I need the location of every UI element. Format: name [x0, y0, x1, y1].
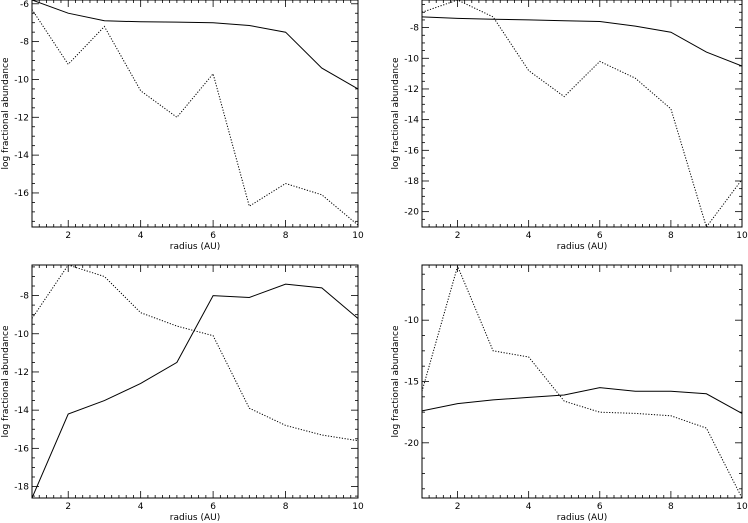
y-tick-label: -15 [404, 378, 419, 388]
y-tick-label: -20 [404, 208, 419, 218]
y-tick-label: -14 [14, 406, 29, 416]
x-tick-label: 2 [65, 231, 71, 241]
y-tick-label: -12 [404, 85, 419, 95]
y-axis-label: log fractional abundance [391, 57, 401, 170]
x-tick-label: 2 [455, 502, 461, 512]
plot-frame [31, 264, 359, 499]
x-tick-label: 6 [597, 231, 603, 241]
x-tick-label: 8 [283, 502, 289, 512]
y-tick-label: -16 [404, 146, 419, 156]
x-tick-label: 2 [65, 502, 71, 512]
x-tick-label: 10 [736, 231, 748, 241]
y-axis-label: log fractional abundance [391, 325, 401, 438]
panel-bottom-right: 2 4 6 8 10 -20 -15 -10 radius (AU) log fractional… [391, 264, 748, 523]
plot-frame [421, 0, 743, 228]
series-line-solid [32, 283, 358, 498]
panel-bottom-left: 2 4 6 8 10 -18 -16 -14 -12 -10 -8 radius (AU) log fr… [1, 264, 364, 523]
series-line-dotted [422, 0, 742, 227]
x-axis-label: radius (AU) [557, 242, 607, 252]
x-axis-label: radius (AU) [557, 513, 607, 523]
x-tick-label: 6 [210, 502, 216, 512]
series-line-dotted [32, 265, 358, 442]
panel-top-right: 2 4 6 8 10 -20 -18 -16 -14 -12 -10 -8 radius (AU) log… [391, 0, 748, 252]
series-line-solid [32, 0, 358, 90]
y-tick-label: -18 [404, 177, 419, 187]
x-tick-label: 10 [736, 502, 748, 512]
y-tick-label: -20 [404, 439, 419, 449]
y-tick-label: -10 [14, 330, 29, 340]
y-tick-label: -16 [14, 444, 29, 454]
x-tick-label: 2 [455, 231, 461, 241]
series-line-dotted [422, 265, 742, 498]
y-tick-label: -12 [14, 113, 29, 123]
series-line-dotted [32, 9, 358, 226]
x-tick-label: 8 [283, 231, 289, 241]
series-line-solid [422, 16, 742, 67]
x-tick-label: 4 [138, 231, 144, 241]
y-axis-label: log fractional abundance [1, 325, 11, 438]
x-tick-label: 4 [526, 231, 532, 241]
y-tick-label: -6 [20, 0, 29, 10]
plot-frame [31, 0, 359, 228]
y-tick-label: -10 [404, 54, 419, 64]
y-tick-label: -18 [14, 483, 29, 493]
series-line-solid [422, 387, 742, 414]
y-tick-label: -14 [404, 116, 419, 126]
y-tick-label: -8 [410, 24, 419, 34]
x-axis-label: radius (AU) [170, 242, 220, 252]
panel-top-left: 2 4 6 8 10 -16 -14 -12 -10 -8 -6 radius (AU) log fra… [1, 0, 364, 252]
x-tick-label: 10 [352, 502, 364, 512]
x-tick-label: 8 [668, 231, 674, 241]
x-tick-label: 6 [210, 231, 216, 241]
y-tick-label: -12 [14, 368, 29, 378]
plot-frame [421, 264, 743, 499]
x-tick-label: 4 [138, 502, 144, 512]
x-tick-label: 4 [526, 502, 532, 512]
x-tick-label: 8 [668, 502, 674, 512]
x-axis-label: radius (AU) [170, 513, 220, 523]
y-tick-label: -8 [20, 38, 29, 48]
y-tick-label: -8 [20, 292, 29, 302]
x-tick-label: 6 [597, 502, 603, 512]
y-tick-label: -10 [14, 75, 29, 85]
y-tick-label: -10 [404, 316, 419, 326]
y-tick-label: -16 [14, 189, 29, 199]
x-tick-label: 10 [352, 231, 364, 241]
y-tick-label: -14 [14, 151, 29, 161]
y-axis-label: log fractional abundance [1, 57, 11, 170]
